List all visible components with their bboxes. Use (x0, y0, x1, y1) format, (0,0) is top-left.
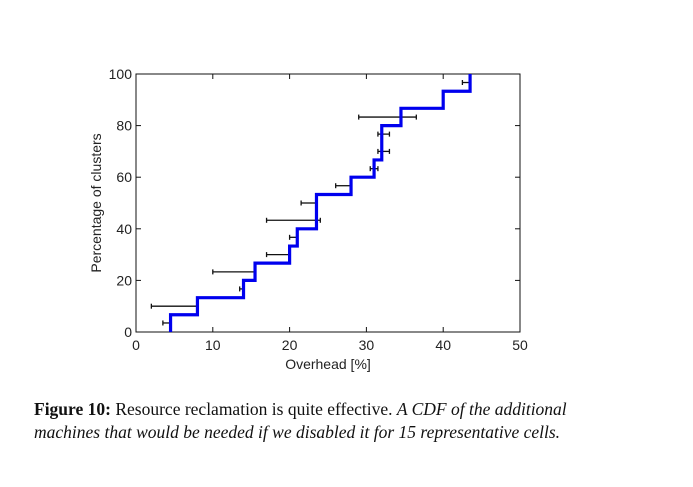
error-bars (150, 80, 471, 326)
error-bar (150, 303, 199, 309)
y-tick-label: 40 (116, 221, 132, 237)
error-bar (212, 269, 256, 275)
y-tick-label: 0 (124, 324, 132, 340)
caption-body: A CDF of the additional machines that wo… (34, 399, 567, 442)
x-tick-label: 10 (205, 337, 221, 353)
figure-caption: Figure 10: Resource reclamation is quite… (34, 398, 634, 444)
caption-title: Resource reclamation is quite effective. (115, 399, 393, 419)
y-tick-label: 60 (116, 169, 132, 185)
plot-border (135, 73, 521, 333)
x-tick-label: 0 (132, 337, 140, 353)
x-tick-label: 30 (359, 337, 375, 353)
cdf-line (168, 74, 472, 332)
error-bar (335, 183, 352, 189)
axis-ticks: 0 10 20 30 40 50 0 20 40 60 80 100 (109, 66, 528, 353)
x-tick-label: 20 (282, 337, 298, 353)
x-axis-label: Overhead [%] (285, 356, 371, 372)
error-bar (377, 131, 391, 137)
y-tick-label: 20 (116, 272, 132, 288)
plot-frame (135, 73, 521, 333)
error-bar (265, 217, 321, 223)
caption-label: Figure 10: (34, 399, 111, 419)
y-tick-label: 100 (109, 66, 133, 82)
x-tick-label: 50 (512, 337, 528, 353)
error-bar (265, 252, 291, 258)
error-bar (377, 148, 391, 154)
x-tick-label: 40 (435, 337, 451, 353)
y-axis-label: Percentage of clusters (88, 133, 104, 272)
error-bar (300, 200, 318, 206)
error-bar (358, 114, 417, 120)
cdf-series (168, 74, 472, 332)
cdf-chart: 0 10 20 30 40 50 0 20 40 60 80 100 Overhead [%] Per… (88, 66, 528, 372)
y-tick-label: 80 (116, 118, 132, 134)
